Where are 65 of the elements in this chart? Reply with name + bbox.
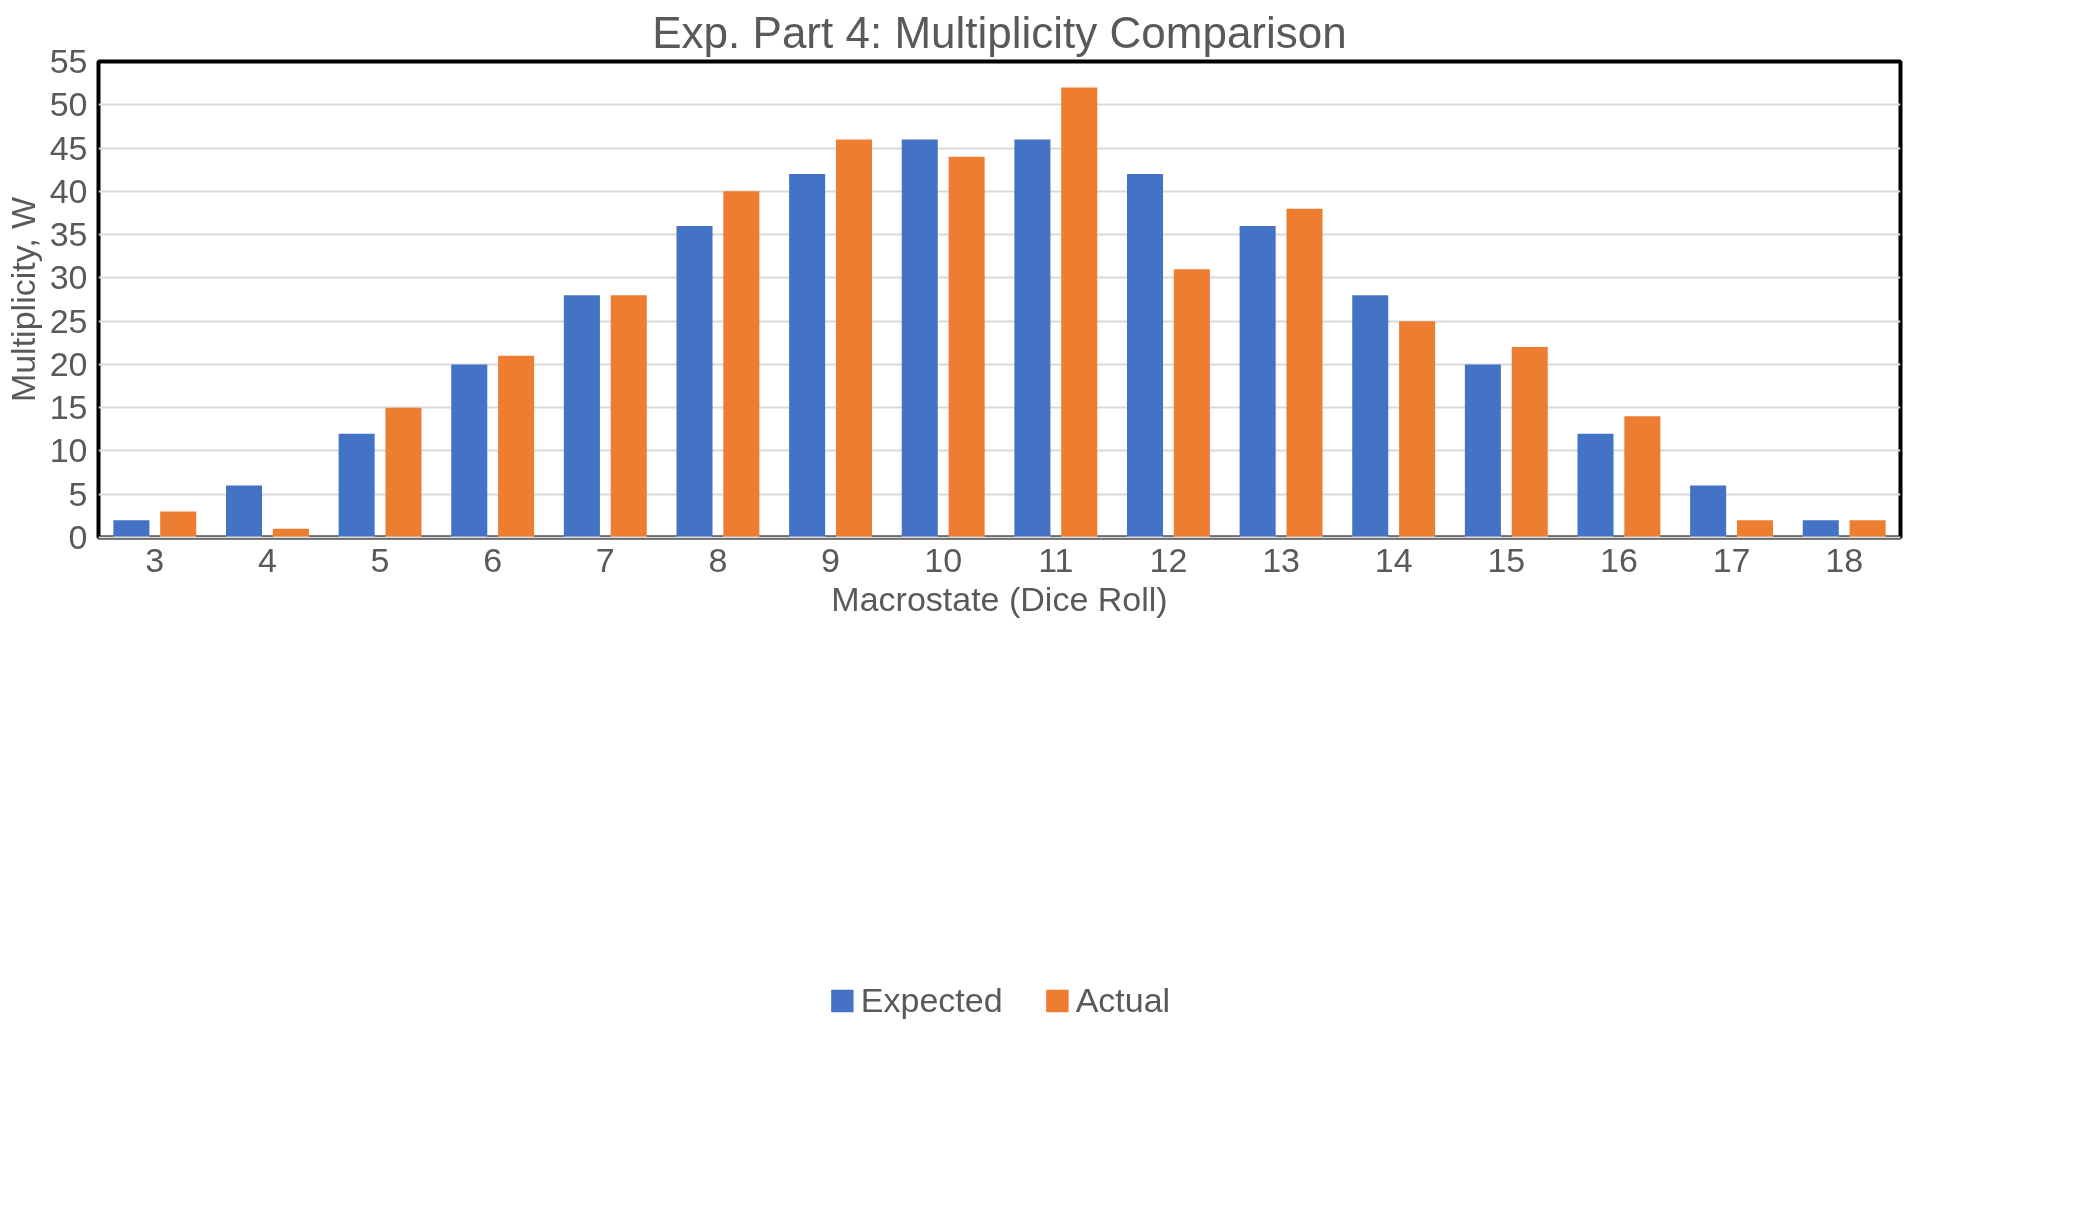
- bar: [676, 225, 713, 538]
- bar: [948, 156, 985, 538]
- bar: [1736, 520, 1774, 538]
- bar: [338, 433, 375, 538]
- bar: [160, 511, 197, 538]
- bar: [272, 528, 309, 538]
- x-tick-label: 8: [708, 540, 728, 579]
- bar: [1802, 520, 1839, 538]
- bar: [1352, 295, 1389, 538]
- legend-label: Actual: [1075, 980, 1171, 1020]
- y-tick-label: 20: [49, 344, 88, 383]
- x-tick-label: 14: [1374, 540, 1413, 579]
- x-tick-label: 4: [257, 540, 277, 579]
- bar: [498, 355, 535, 538]
- bar: [1624, 416, 1661, 538]
- bar: [1061, 87, 1098, 538]
- x-axis-title: Macrostate (Dice Roll): [831, 579, 1168, 618]
- y-tick-label: 30: [49, 258, 88, 297]
- bar: [1173, 269, 1210, 538]
- x-tick-label: 5: [370, 540, 390, 579]
- x-tick-label: 12: [1149, 540, 1188, 579]
- y-tick-label: 5: [68, 474, 88, 513]
- bar: [113, 520, 150, 538]
- bar: [1849, 520, 1886, 538]
- y-tick-label: 0: [68, 518, 88, 556]
- x-tick-label: 15: [1487, 540, 1526, 579]
- x-tick-label: 18: [1825, 540, 1864, 579]
- x-tick-label: 17: [1712, 540, 1751, 579]
- x-tick-label: 7: [595, 540, 615, 579]
- y-tick-label: 10: [49, 431, 88, 470]
- bar: [610, 295, 647, 538]
- bar: [901, 139, 938, 538]
- bar: [1126, 174, 1164, 538]
- bar: [723, 191, 760, 538]
- bar: [1464, 364, 1501, 538]
- x-tick-label: 13: [1262, 540, 1300, 579]
- bar: [1511, 347, 1548, 538]
- y-tick-label: 45: [49, 128, 88, 167]
- bar: [1399, 321, 1436, 538]
- y-tick-label: 50: [49, 85, 88, 124]
- bar: [385, 407, 422, 538]
- y-tick-label: 15: [49, 388, 88, 427]
- y-tick-label: 35: [49, 215, 88, 254]
- y-tick-label: 25: [49, 301, 88, 340]
- bar: [1239, 225, 1276, 538]
- y-tick-label: 55: [49, 42, 88, 80]
- bar: [1690, 485, 1727, 538]
- bar: [1577, 433, 1614, 538]
- bar: [563, 295, 600, 538]
- x-tick-label: 9: [821, 540, 841, 579]
- x-tick-label: 3: [145, 540, 165, 579]
- x-tick-label: 6: [483, 540, 503, 579]
- y-axis-title: Multiplicity, W: [3, 196, 42, 403]
- bar: [1286, 208, 1323, 538]
- bar: [835, 139, 873, 538]
- x-tick-label: 11: [1038, 540, 1074, 579]
- chart-title: Exp. Part 4: Multiplicity Comparison: [652, 7, 1347, 57]
- bar: [789, 174, 826, 538]
- bar: [225, 485, 263, 538]
- legend-label: Expected: [860, 980, 1003, 1020]
- bar: [451, 364, 488, 538]
- x-tick-label: 16: [1600, 540, 1638, 579]
- y-tick-label: 40: [49, 171, 88, 210]
- x-tick-label: 10: [924, 540, 963, 579]
- bar: [1014, 139, 1051, 538]
